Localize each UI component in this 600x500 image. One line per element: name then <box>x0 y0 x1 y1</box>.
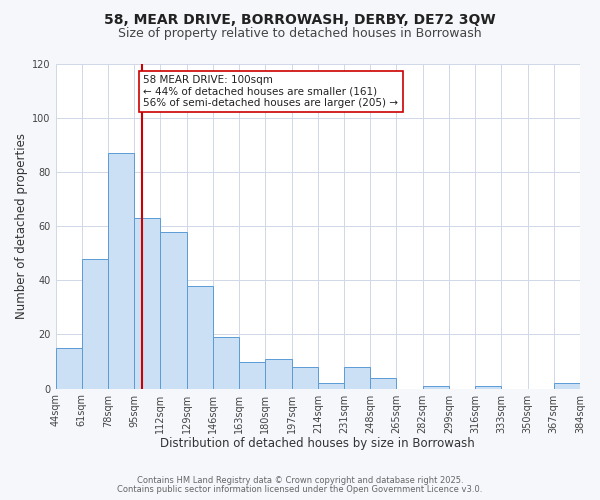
Bar <box>318 383 344 388</box>
Bar <box>292 367 318 388</box>
Bar <box>160 232 187 388</box>
Bar <box>554 383 580 388</box>
Bar <box>134 218 160 388</box>
Bar <box>422 386 449 388</box>
Bar <box>265 359 292 388</box>
Bar <box>475 386 502 388</box>
X-axis label: Distribution of detached houses by size in Borrowash: Distribution of detached houses by size … <box>160 437 475 450</box>
Text: 58 MEAR DRIVE: 100sqm
← 44% of detached houses are smaller (161)
56% of semi-det: 58 MEAR DRIVE: 100sqm ← 44% of detached … <box>143 75 398 108</box>
Bar <box>187 286 213 388</box>
Bar <box>56 348 82 389</box>
Y-axis label: Number of detached properties: Number of detached properties <box>15 134 28 320</box>
Bar <box>108 154 134 388</box>
Bar <box>370 378 397 388</box>
Text: Contains public sector information licensed under the Open Government Licence v3: Contains public sector information licen… <box>118 485 482 494</box>
Bar <box>213 337 239 388</box>
Bar <box>239 362 265 388</box>
Text: Contains HM Land Registry data © Crown copyright and database right 2025.: Contains HM Land Registry data © Crown c… <box>137 476 463 485</box>
Text: 58, MEAR DRIVE, BORROWASH, DERBY, DE72 3QW: 58, MEAR DRIVE, BORROWASH, DERBY, DE72 3… <box>104 12 496 26</box>
Text: Size of property relative to detached houses in Borrowash: Size of property relative to detached ho… <box>118 28 482 40</box>
Bar <box>82 259 108 388</box>
Bar <box>344 367 370 388</box>
